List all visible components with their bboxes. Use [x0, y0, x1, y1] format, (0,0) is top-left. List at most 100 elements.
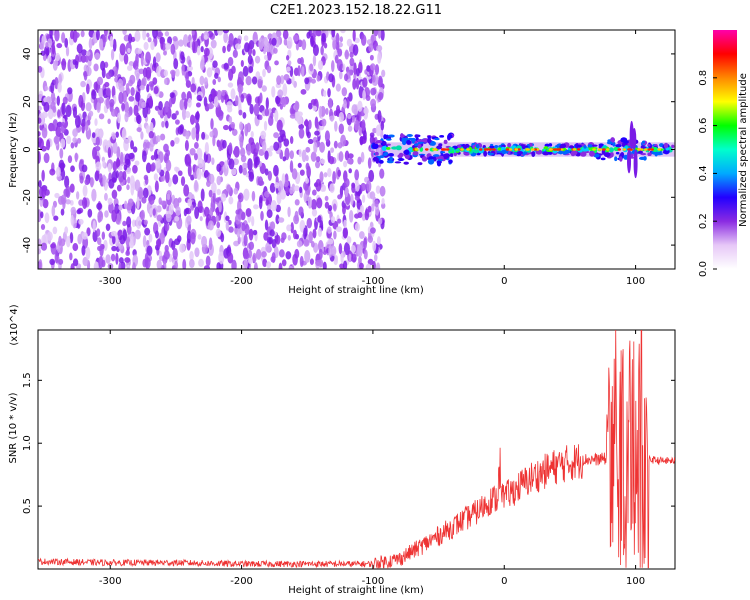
heatmap-cell: [49, 168, 56, 176]
heatmap-cell: [96, 228, 101, 237]
heatmap-cell: [123, 53, 129, 65]
heatmap-cell: [196, 167, 202, 180]
heatmap-cell: [531, 151, 536, 157]
heatmap-cell: [304, 77, 310, 85]
heatmap-cell: [214, 72, 219, 79]
heatmap-cell: [278, 262, 283, 269]
heatmap-cell: [571, 150, 578, 156]
heatmap-cell: [208, 189, 213, 198]
heatmap-cell: [345, 66, 350, 73]
heatmap-cell: [117, 78, 123, 88]
heatmap-cell: [155, 52, 161, 63]
heatmap-cell: [231, 168, 237, 176]
heatmap-cell: [255, 156, 260, 166]
heatmap-cell: [201, 235, 208, 248]
heatmap-cell: [378, 159, 384, 164]
heatmap-cell: [354, 120, 360, 131]
heatmap-cell: [75, 191, 80, 200]
heatmap-cell: [244, 223, 250, 236]
heatmap-cell: [150, 40, 155, 51]
heatmap-cell: [223, 31, 228, 44]
heatmap-cell: [51, 42, 56, 55]
colorbar-gradient: [713, 30, 737, 269]
heatmap-cell: [358, 126, 363, 137]
heatmap-cell: [200, 188, 205, 202]
heatmap-cell: [343, 99, 347, 109]
heatmap-cell: [208, 237, 213, 251]
heatmap-cell: [123, 138, 129, 152]
heatmap-cell: [110, 49, 115, 61]
heatmap-cell: [270, 199, 277, 212]
heatmap-cell: [273, 47, 278, 54]
heatmap-cell: [154, 230, 159, 239]
heatmap-cell: [55, 52, 61, 62]
heatmap-cell: [59, 148, 64, 159]
heatmap-cell: [95, 136, 100, 147]
heatmap-cell: [38, 65, 43, 73]
heatmap-cell: [117, 112, 121, 124]
heatmap-cell: [156, 259, 162, 269]
heatmap-cell: [610, 137, 616, 144]
heatmap-cell: [199, 59, 205, 71]
spectrogram-x-axis-label: Height of straight line (km): [288, 285, 424, 296]
heatmap-cell: [233, 240, 240, 247]
heatmap-cell: [145, 51, 151, 64]
heatmap-cell: [640, 152, 647, 156]
heatmap-cell: [72, 59, 77, 65]
heatmap-cell: [153, 173, 159, 181]
heatmap-cell: [269, 182, 276, 193]
heatmap-cell: [485, 148, 490, 151]
heatmap-cell: [183, 208, 188, 217]
heatmap-cell: [64, 226, 69, 235]
heatmap-cell: [101, 67, 106, 79]
heatmap-cell: [242, 167, 248, 176]
heatmap-cell: [269, 145, 275, 151]
x-tick-label: -200: [230, 276, 253, 287]
heatmap-cell: [346, 236, 352, 244]
heatmap-cell: [357, 156, 362, 165]
spectrogram-y-axis-label: Frequency (Hz): [8, 112, 19, 188]
heatmap-cell: [266, 65, 272, 74]
heatmap-cell: [138, 68, 145, 75]
heatmap-cell: [289, 150, 294, 160]
heatmap-cell: [180, 176, 186, 187]
heatmap-cell: [322, 185, 327, 192]
heatmap-cell: [284, 147, 290, 161]
snr-series-line: [38, 330, 675, 569]
heatmap-cell: [362, 89, 366, 101]
heatmap-cell: [597, 148, 602, 151]
heatmap-cell: [357, 244, 363, 258]
heatmap-cell: [152, 77, 158, 85]
heatmap-cell: [96, 76, 104, 86]
heatmap-cell: [530, 148, 535, 151]
heatmap-cell: [207, 220, 214, 231]
heatmap-cell: [242, 111, 247, 119]
heatmap-cell: [647, 152, 652, 157]
heatmap-cell: [50, 243, 56, 249]
heatmap-cell: [99, 243, 104, 257]
heatmap-cell: [335, 32, 340, 45]
heatmap-cell: [47, 108, 54, 120]
heatmap-cell: [299, 56, 304, 66]
heatmap-cell: [265, 199, 270, 206]
heatmap-cell: [156, 214, 163, 222]
heatmap-cell: [169, 92, 175, 99]
heatmap-cell: [385, 146, 391, 150]
spectrogram-x-ticks: -300 -200 -100 0 100: [99, 30, 645, 287]
heatmap-cell: [70, 214, 74, 226]
heatmap-cell: [349, 209, 354, 223]
heatmap-cell: [379, 168, 385, 179]
y-tick-label: 0.5: [22, 498, 33, 514]
heatmap-cell: [288, 265, 294, 269]
heatmap-cell: [153, 86, 159, 95]
heatmap-cell: [215, 228, 221, 238]
heatmap-cell: [216, 262, 221, 269]
heatmap-cell: [306, 217, 313, 229]
heatmap-cell: [173, 197, 180, 209]
heatmap-cell: [304, 195, 310, 201]
heatmap-cell: [175, 110, 179, 116]
heatmap-cell: [437, 159, 444, 162]
heatmap-cell: [115, 252, 119, 265]
y-tick-label: 20: [22, 95, 33, 108]
